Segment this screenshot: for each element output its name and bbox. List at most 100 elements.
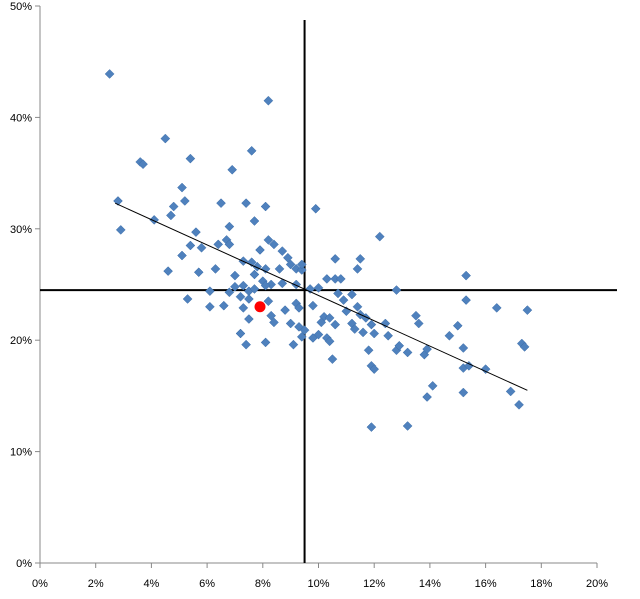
data-point bbox=[224, 287, 235, 298]
x-tick-label: 18% bbox=[530, 578, 552, 590]
data-point bbox=[224, 221, 235, 232]
data-point bbox=[249, 269, 260, 280]
data-point bbox=[355, 254, 366, 264]
data-point bbox=[461, 270, 471, 281]
data-point bbox=[480, 364, 491, 375]
data-point bbox=[458, 387, 469, 398]
data-point bbox=[266, 310, 277, 321]
data-point bbox=[522, 305, 533, 315]
x-tick-label: 6% bbox=[199, 578, 215, 590]
data-point bbox=[352, 301, 363, 312]
data-point bbox=[277, 278, 288, 289]
data-point bbox=[230, 281, 240, 292]
data-point bbox=[352, 264, 363, 274]
data-point bbox=[249, 284, 260, 294]
data-point bbox=[422, 344, 432, 354]
x-tick-label: 2% bbox=[88, 578, 104, 590]
data-point bbox=[349, 324, 360, 334]
data-point bbox=[330, 254, 341, 264]
data-point bbox=[402, 421, 413, 431]
x-tick-label: 12% bbox=[363, 578, 385, 590]
data-point bbox=[185, 153, 196, 164]
data-point bbox=[241, 339, 251, 350]
data-point bbox=[182, 294, 193, 304]
data-point bbox=[464, 360, 474, 371]
data-point bbox=[347, 289, 357, 300]
data-point bbox=[322, 274, 332, 284]
data-point bbox=[296, 332, 307, 342]
y-tick-label: 20% bbox=[10, 335, 32, 347]
data-point bbox=[263, 296, 274, 307]
data-points bbox=[104, 69, 533, 432]
data-point bbox=[260, 280, 271, 291]
y-tick-label: 0% bbox=[16, 558, 32, 570]
data-point bbox=[308, 333, 318, 343]
data-point bbox=[166, 210, 176, 221]
data-point bbox=[104, 69, 115, 79]
data-point bbox=[514, 399, 524, 410]
data-point bbox=[235, 291, 246, 302]
data-point bbox=[394, 340, 405, 351]
x-tick-label: 4% bbox=[143, 578, 159, 590]
data-point bbox=[369, 328, 380, 339]
data-point bbox=[205, 286, 215, 297]
data-point bbox=[177, 182, 187, 193]
data-point bbox=[402, 347, 413, 358]
data-point bbox=[260, 337, 271, 348]
y-tick-label: 10% bbox=[10, 447, 32, 459]
y-tick-label: 40% bbox=[10, 112, 32, 124]
data-point bbox=[168, 201, 179, 212]
trendline-group bbox=[114, 202, 528, 391]
data-point bbox=[218, 300, 229, 311]
data-point bbox=[296, 265, 307, 275]
data-point bbox=[163, 266, 173, 276]
axis-ticks: 0% 10% 20% 30% 40% 50% 0% 2% 4% 6% 8% 10% 12% 14% 16% 1… bbox=[10, 1, 608, 590]
data-point bbox=[427, 381, 438, 391]
data-point bbox=[269, 317, 279, 328]
data-point bbox=[274, 264, 285, 274]
data-point bbox=[330, 319, 341, 330]
data-point bbox=[177, 250, 187, 261]
x-tick-label: 8% bbox=[255, 578, 271, 590]
data-point bbox=[269, 239, 279, 250]
data-point bbox=[260, 201, 271, 212]
data-point bbox=[327, 354, 338, 364]
data-point bbox=[260, 264, 271, 274]
data-point bbox=[216, 198, 226, 209]
data-point bbox=[363, 345, 374, 356]
data-point bbox=[160, 133, 171, 144]
highlighted-point bbox=[254, 301, 266, 313]
data-point bbox=[179, 196, 190, 206]
data-point bbox=[241, 198, 251, 209]
data-point bbox=[316, 317, 327, 328]
data-point bbox=[238, 280, 249, 291]
data-point bbox=[294, 303, 304, 313]
trendline bbox=[114, 202, 528, 391]
data-point bbox=[391, 285, 402, 295]
data-point bbox=[230, 270, 240, 281]
data-point bbox=[291, 279, 302, 290]
data-point bbox=[324, 336, 335, 347]
x-tick-label: 20% bbox=[586, 578, 608, 590]
data-point bbox=[338, 295, 349, 305]
data-point bbox=[444, 330, 455, 341]
data-point bbox=[235, 328, 246, 339]
data-point bbox=[411, 310, 421, 321]
data-point bbox=[413, 318, 424, 329]
data-point bbox=[366, 422, 377, 432]
data-point bbox=[519, 342, 530, 352]
data-point bbox=[296, 259, 307, 270]
data-point bbox=[299, 325, 310, 336]
data-point bbox=[263, 235, 274, 245]
data-point bbox=[458, 343, 469, 353]
highlight-group bbox=[254, 301, 266, 313]
data-point bbox=[210, 264, 221, 274]
data-point bbox=[244, 294, 254, 304]
data-point bbox=[288, 339, 299, 350]
data-point bbox=[366, 319, 377, 330]
data-point bbox=[374, 231, 385, 242]
x-tick-label: 10% bbox=[307, 578, 329, 590]
data-point bbox=[277, 246, 288, 256]
data-point bbox=[308, 300, 318, 311]
data-point bbox=[383, 330, 393, 341]
